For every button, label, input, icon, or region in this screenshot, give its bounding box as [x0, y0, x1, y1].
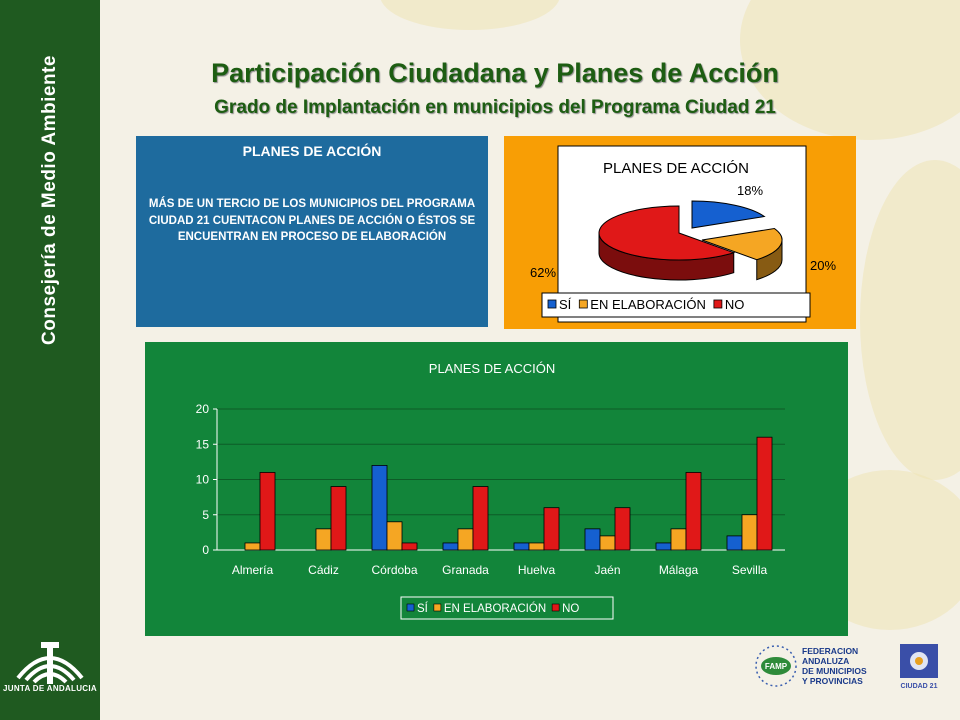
- partner-logos: FAMP FEDERACION ANDALUZA DE MUNICIPIOS Y…: [752, 640, 952, 692]
- bar: [614, 507, 631, 551]
- bar: [330, 486, 347, 551]
- pie-slice: [598, 205, 736, 261]
- bar: [513, 542, 530, 551]
- pie-chart: PLANES DE ACCIÓN 18% 20% 62% SÍ EN ELABORACIÓ…: [530, 145, 836, 323]
- bar-y-tick-label: 10: [196, 473, 210, 487]
- pie-legend-swatch: [547, 299, 557, 309]
- bar: [244, 542, 261, 551]
- bar: [401, 542, 418, 551]
- junta-andalucia-logo-icon: [16, 642, 84, 684]
- page-title: Participación Ciudadana y Planes de Acci…: [211, 58, 779, 88]
- bar: [741, 514, 758, 551]
- famp-line-3: DE MUNICIPIOS: [802, 666, 867, 676]
- bar: [756, 436, 773, 551]
- bar-y-tick-label: 15: [196, 437, 210, 451]
- bar-legend-label: EN ELABORACIÓN: [444, 602, 546, 615]
- bar: [655, 542, 672, 551]
- summary-textbox: PLANES DE ACCIÓN MÁS DE UN TERCIO DE LOS…: [136, 136, 488, 327]
- bar-x-tick-label: Huelva: [518, 563, 556, 577]
- bar: [584, 528, 601, 551]
- bar-x-tick-label: Almería: [232, 563, 274, 577]
- bar-x-tick-label: Córdoba: [371, 563, 417, 577]
- bar: [543, 507, 560, 551]
- pie-value-label: 20%: [810, 258, 836, 273]
- famp-line-1: FEDERACION: [802, 646, 858, 656]
- ciudad21-label: CIUDAD 21: [901, 683, 938, 690]
- bar: [259, 472, 276, 551]
- pie-value-label: 62%: [530, 265, 556, 280]
- bar-x-tick-label: Granada: [442, 563, 489, 577]
- bar-x-tick-label: Cádiz: [308, 563, 339, 577]
- bar-legend-swatch: [433, 603, 442, 612]
- bar: [685, 472, 702, 551]
- bar-y-tick-label: 0: [202, 543, 209, 557]
- bar: [442, 542, 459, 551]
- bar: [670, 528, 687, 551]
- pie-legend-swatch: [713, 299, 723, 309]
- sidebar: Consejería de Medio Ambiente JUNTA DE AN…: [0, 0, 100, 720]
- bar: [726, 535, 743, 551]
- pie-legend-label: EN ELABORACIÓN: [590, 297, 706, 312]
- bar: [315, 528, 332, 551]
- famp-line-2: ANDALUZA: [802, 656, 849, 666]
- bar: [386, 521, 403, 551]
- bar-chart: PLANES DE ACCIÓN 0 5 10 15 20 Almería Cádiz Córd…: [196, 361, 785, 620]
- pie-chart-panel: PLANES DE ACCIÓN 18% 20% 62% SÍ EN ELABORACIÓ…: [504, 136, 856, 329]
- bar-legend-label: SÍ: [417, 602, 429, 615]
- summary-heading: PLANES DE ACCIÓN: [242, 143, 382, 159]
- pie-title: PLANES DE ACCIÓN: [603, 160, 749, 177]
- ciudad21-logo-icon: CIUDAD 21: [900, 644, 938, 690]
- bar: [599, 535, 616, 551]
- bar-y-tick-label: 5: [202, 508, 209, 522]
- famp-line-4: Y PROVINCIAS: [802, 676, 863, 686]
- bar-legend-label: NO: [562, 603, 579, 615]
- bar-x-tick-label: Málaga: [659, 563, 699, 577]
- pie-slice: [691, 200, 766, 229]
- bar-legend-swatch: [551, 603, 560, 612]
- famp-logo-icon: FAMP FEDERACION ANDALUZA DE MUNICIPIOS Y…: [755, 645, 867, 687]
- bar-x-tick-label: Jaén: [594, 563, 620, 577]
- bar-title: PLANES DE ACCIÓN: [429, 361, 555, 376]
- bar: [528, 542, 545, 551]
- summary-body: MÁS DE UN TERCIO DE LOS MUNICIPIOS DEL P…: [148, 198, 476, 243]
- pie-legend-label: NO: [725, 297, 745, 312]
- pie-slice: [701, 227, 783, 261]
- pie-legend-swatch: [578, 299, 588, 309]
- pie-value-label: 18%: [737, 183, 763, 198]
- bar: [371, 465, 388, 551]
- junta-logo-text: JUNTA DE ANDALUCIA: [3, 684, 97, 693]
- sidebar-title: Consejería de Medio Ambiente: [39, 55, 60, 345]
- bar: [457, 528, 474, 551]
- bar-y-tick-label: 20: [196, 402, 210, 416]
- bar-legend: [400, 596, 614, 620]
- bar-chart-panel: PLANES DE ACCIÓN 0 5 10 15 20 Almería Cádiz Córd…: [145, 342, 848, 636]
- page-subtitle: Grado de Implantación en municipios del …: [214, 97, 776, 118]
- bar-legend-swatch: [406, 603, 415, 612]
- bar: [472, 486, 489, 551]
- famp-abbr: FAMP: [765, 662, 788, 671]
- bar-x-tick-label: Sevilla: [732, 563, 768, 577]
- pie-legend-label: SÍ: [559, 297, 572, 312]
